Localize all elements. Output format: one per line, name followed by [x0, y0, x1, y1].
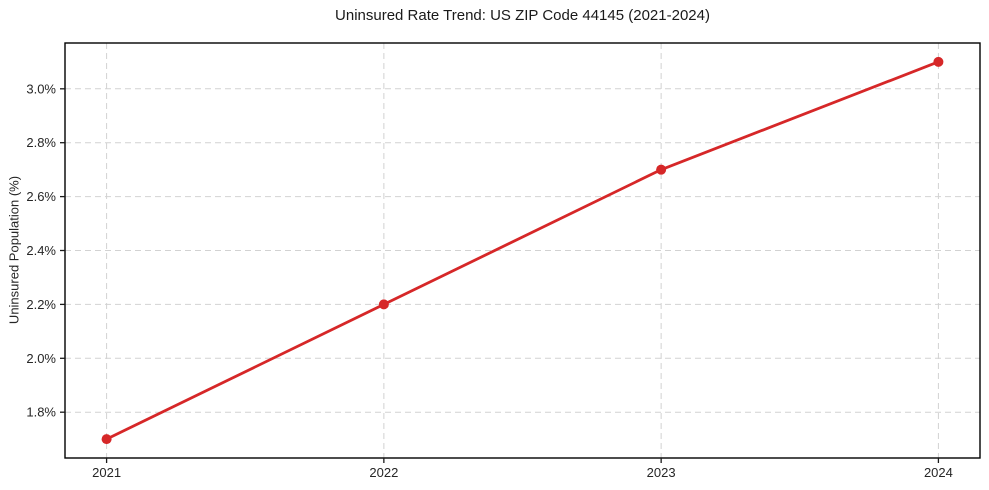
tick-layer: 1.8% 2.0% 2.2% 2.4% 2.6% 2.8% 3.0% 2021 2022 2023… [26, 81, 953, 480]
data-point-marker [378, 299, 389, 310]
y-tick-label: 3.0% [26, 81, 56, 96]
y-tick-label: 2.4% [26, 243, 56, 258]
trend-line [105, 60, 940, 441]
chart-title: Uninsured Rate Trend: US ZIP Code 44145 … [335, 7, 710, 24]
data-point-marker [101, 434, 112, 445]
data-point-marker [933, 56, 944, 67]
y-tick-label: 2.8% [26, 135, 56, 150]
plot-border [64, 42, 981, 459]
grid-layer [65, 43, 980, 458]
x-tick-label: 2022 [369, 465, 398, 480]
data-point-marker [656, 164, 667, 175]
x-tick-label: 2024 [924, 465, 953, 480]
x-tick-label: 2021 [92, 465, 121, 480]
y-tick-label: 2.6% [26, 189, 56, 204]
y-tick-label: 2.2% [26, 297, 56, 312]
y-tick-label: 1.8% [26, 405, 56, 420]
axes-spines [64, 42, 981, 459]
x-tick-label: 2023 [647, 465, 676, 480]
series-layer [101, 56, 944, 445]
y-tick-label: 2.0% [26, 351, 56, 366]
